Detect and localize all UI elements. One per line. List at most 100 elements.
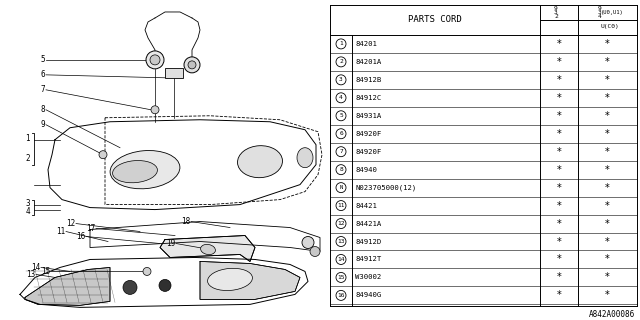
Text: *: * xyxy=(605,147,610,157)
Text: 2: 2 xyxy=(26,154,30,163)
Text: *: * xyxy=(605,183,610,193)
Text: N: N xyxy=(339,185,342,190)
Text: 16: 16 xyxy=(76,232,85,241)
Ellipse shape xyxy=(237,146,282,178)
Text: 5: 5 xyxy=(40,55,45,64)
Text: *: * xyxy=(605,272,610,283)
Text: 12: 12 xyxy=(66,219,75,228)
Text: 2: 2 xyxy=(554,14,558,20)
Ellipse shape xyxy=(200,244,216,255)
Text: 16: 16 xyxy=(337,293,345,298)
Text: *: * xyxy=(557,75,561,85)
Text: 18: 18 xyxy=(180,217,190,226)
Text: 84201: 84201 xyxy=(355,41,377,47)
Circle shape xyxy=(143,268,151,276)
Text: 13: 13 xyxy=(337,239,345,244)
Text: 19: 19 xyxy=(166,239,175,248)
Circle shape xyxy=(188,61,196,69)
Text: 84912D: 84912D xyxy=(355,238,381,244)
Text: 7: 7 xyxy=(40,85,45,94)
Text: 12: 12 xyxy=(337,221,345,226)
Text: *: * xyxy=(557,93,561,103)
Text: U(C0): U(C0) xyxy=(600,24,619,29)
Text: (U0,U1): (U0,U1) xyxy=(601,11,624,15)
Circle shape xyxy=(159,279,171,292)
Text: 6: 6 xyxy=(339,131,343,136)
Text: 84912T: 84912T xyxy=(355,256,381,262)
Text: 9: 9 xyxy=(554,6,558,12)
Text: *: * xyxy=(557,201,561,211)
Text: *: * xyxy=(557,219,561,228)
Text: *: * xyxy=(557,39,561,49)
Text: 8: 8 xyxy=(40,105,45,114)
Bar xyxy=(165,68,183,78)
Text: 84912B: 84912B xyxy=(355,77,381,83)
Text: W30002: W30002 xyxy=(355,275,381,280)
Text: *: * xyxy=(557,57,561,67)
Text: 84421: 84421 xyxy=(355,203,377,209)
Text: 8: 8 xyxy=(339,167,343,172)
Text: 3: 3 xyxy=(554,11,558,15)
Text: *: * xyxy=(605,93,610,103)
Text: 9: 9 xyxy=(40,120,45,129)
Text: 6: 6 xyxy=(40,70,45,79)
Text: 14: 14 xyxy=(31,263,40,272)
Polygon shape xyxy=(200,261,300,300)
Text: 3: 3 xyxy=(26,199,30,208)
Text: 9: 9 xyxy=(598,6,602,12)
Text: 13: 13 xyxy=(26,270,35,279)
Text: *: * xyxy=(605,111,610,121)
Text: *: * xyxy=(557,236,561,246)
Ellipse shape xyxy=(110,150,180,189)
Text: 2: 2 xyxy=(339,60,343,64)
Text: *: * xyxy=(605,254,610,264)
Circle shape xyxy=(146,51,164,69)
Text: *: * xyxy=(557,129,561,139)
Text: 3: 3 xyxy=(339,77,343,82)
Text: 11: 11 xyxy=(56,227,65,236)
Text: 84940: 84940 xyxy=(355,167,377,173)
Text: *: * xyxy=(605,129,610,139)
Text: 4: 4 xyxy=(598,14,602,20)
Text: 1: 1 xyxy=(339,41,343,46)
Text: *: * xyxy=(557,290,561,300)
Text: *: * xyxy=(557,111,561,121)
Text: *: * xyxy=(557,183,561,193)
Text: 11: 11 xyxy=(337,203,345,208)
Circle shape xyxy=(99,151,107,159)
Circle shape xyxy=(150,55,160,65)
Text: *: * xyxy=(605,57,610,67)
Text: *: * xyxy=(605,201,610,211)
Text: *: * xyxy=(605,39,610,49)
Text: *: * xyxy=(605,290,610,300)
Text: 7: 7 xyxy=(339,149,343,154)
Text: 84920F: 84920F xyxy=(355,131,381,137)
Text: *: * xyxy=(557,272,561,283)
Text: 4: 4 xyxy=(26,207,30,216)
Text: 4: 4 xyxy=(339,95,343,100)
Text: 84201A: 84201A xyxy=(355,59,381,65)
Text: 14: 14 xyxy=(337,257,345,262)
Text: *: * xyxy=(605,219,610,228)
Text: *: * xyxy=(605,165,610,175)
Ellipse shape xyxy=(113,161,157,183)
Circle shape xyxy=(302,236,314,249)
Text: A842A00086: A842A00086 xyxy=(589,310,635,319)
Ellipse shape xyxy=(297,148,313,168)
Circle shape xyxy=(184,57,200,73)
Text: 84920F: 84920F xyxy=(355,149,381,155)
Text: *: * xyxy=(557,147,561,157)
Text: N023705000(12): N023705000(12) xyxy=(355,184,416,191)
Text: *: * xyxy=(605,75,610,85)
Text: 17: 17 xyxy=(86,224,95,233)
Text: 1: 1 xyxy=(26,134,30,143)
Text: PARTS CORD: PARTS CORD xyxy=(408,15,462,24)
Text: 84931A: 84931A xyxy=(355,113,381,119)
Circle shape xyxy=(151,106,159,114)
Polygon shape xyxy=(160,236,255,261)
Polygon shape xyxy=(25,268,110,305)
Text: 84421A: 84421A xyxy=(355,220,381,227)
Text: *: * xyxy=(557,165,561,175)
Circle shape xyxy=(123,280,137,294)
Text: *: * xyxy=(605,236,610,246)
